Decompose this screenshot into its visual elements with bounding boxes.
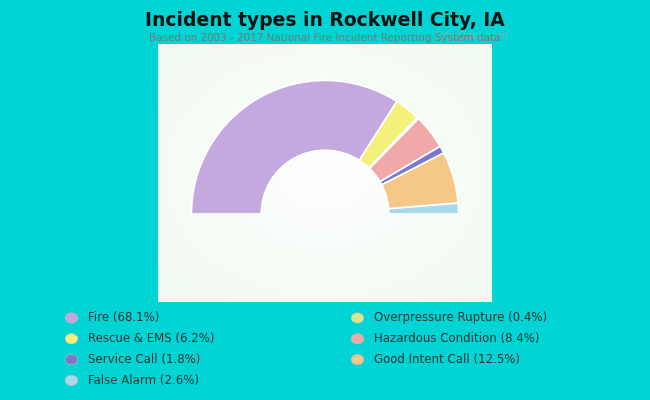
Text: False Alarm (2.6%): False Alarm (2.6%) xyxy=(88,374,199,387)
Wedge shape xyxy=(359,102,417,168)
Text: Rescue & EMS (6.2%): Rescue & EMS (6.2%) xyxy=(88,332,214,345)
Wedge shape xyxy=(382,153,458,209)
Wedge shape xyxy=(389,203,458,214)
Text: Fire (68.1%): Fire (68.1%) xyxy=(88,312,159,324)
Text: Hazardous Condition (8.4%): Hazardous Condition (8.4%) xyxy=(374,332,540,345)
Text: Overpressure Rupture (0.4%): Overpressure Rupture (0.4%) xyxy=(374,312,547,324)
Wedge shape xyxy=(192,80,397,214)
Wedge shape xyxy=(380,146,444,185)
Text: Based on 2003 - 2017 National Fire Incident Reporting System data: Based on 2003 - 2017 National Fire Incid… xyxy=(150,33,500,43)
Text: Good Intent Call (12.5%): Good Intent Call (12.5%) xyxy=(374,353,520,366)
Text: Service Call (1.8%): Service Call (1.8%) xyxy=(88,353,200,366)
Text: City-Data.com: City-Data.com xyxy=(434,31,509,41)
Wedge shape xyxy=(370,119,440,182)
Wedge shape xyxy=(369,118,419,168)
Text: Incident types in Rockwell City, IA: Incident types in Rockwell City, IA xyxy=(145,11,505,30)
